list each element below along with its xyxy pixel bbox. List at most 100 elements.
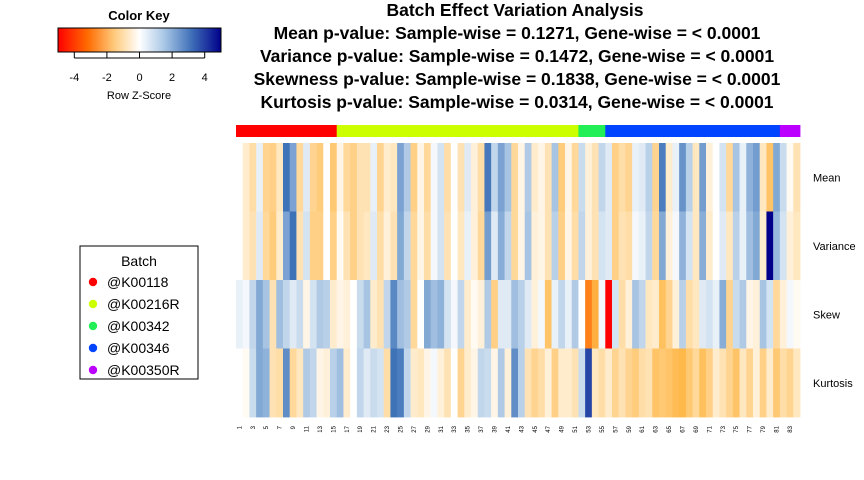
heatmap-cell (518, 211, 526, 281)
heatmap-cell (242, 143, 250, 212)
heatmap-cell (766, 280, 774, 349)
heatmap-cell (753, 143, 761, 212)
heatmap-cell (497, 348, 505, 418)
heatmap-cell (424, 143, 432, 212)
heatmap-cell (638, 211, 646, 281)
heatmap-cell (605, 143, 613, 212)
heatmap-cell (551, 348, 559, 418)
heatmap-cell (659, 211, 667, 281)
heatmap-cell (491, 348, 499, 418)
heatmap-cell (256, 348, 264, 418)
heatmap-cell (236, 211, 244, 281)
heatmap-cell (585, 348, 593, 418)
batch-legend: Batch @K00118 @K00216R @K00342 @K00346 @K003… (79, 245, 199, 380)
heatmap-cell (565, 143, 573, 212)
heatmap-cell (363, 211, 371, 281)
heatmap-cell (256, 280, 264, 349)
heatmap-cell (699, 280, 707, 349)
heatmap-cell (598, 211, 606, 281)
heatmap-cell (679, 348, 687, 418)
heatmap-cell (484, 280, 492, 349)
heatmap-cell (403, 348, 411, 418)
column-label: 53 (587, 425, 593, 432)
heatmap-cell (350, 211, 358, 281)
heatmap-cell (504, 143, 512, 212)
heatmap-cell (410, 280, 418, 349)
heatmap-cell (276, 211, 284, 281)
heatmap-cell (289, 280, 297, 349)
heatmap-cell (262, 348, 270, 418)
batch-legend-items: @K00118 @K00216R @K00342 @K00346 @K00350R (88, 274, 180, 378)
heatmap-cell (330, 348, 338, 418)
color-key: Color Key -4 -2 0 2 4 Row Z-Score (57, 8, 222, 102)
heatmap-cell (471, 280, 479, 349)
column-label: 61 (640, 425, 646, 432)
heatmap-cell (390, 143, 398, 212)
heatmap-cell (578, 348, 586, 418)
heatmap-cell (706, 143, 714, 212)
heatmap-cell (759, 143, 767, 212)
heatmap-cell (632, 143, 640, 212)
heatmap-cell (309, 348, 317, 418)
heatmap-cell (484, 348, 492, 418)
heatmap-cell (464, 211, 472, 281)
heatmap-cell (786, 348, 794, 418)
column-label: 59 (627, 425, 633, 432)
heatmap-cell (289, 211, 297, 281)
column-label: 1 (237, 425, 243, 429)
heatmap-cell (296, 143, 304, 212)
heatmap-cell (544, 280, 552, 349)
heatmap-cell (484, 143, 492, 212)
heatmap-cell (638, 143, 646, 212)
column-label: 3 (251, 425, 257, 429)
heatmap-cell (665, 143, 673, 212)
heatmap-cell (672, 211, 680, 281)
column-label: 47 (546, 425, 552, 432)
heatmap-cell (538, 280, 546, 349)
color-key-tick-label: 2 (169, 72, 175, 84)
heatmap-cell (256, 211, 264, 281)
heatmap-cell (779, 280, 787, 349)
heatmap-cell (544, 211, 552, 281)
heatmap-cell (424, 211, 432, 281)
color-key-label: Row Z-Score (107, 90, 171, 102)
heatmap-cell (712, 143, 720, 212)
heatmap-cell (430, 280, 438, 349)
title-line-variance: Variance p-value: Sample-wise = 0.1472, … (260, 46, 774, 66)
column-label: 9 (291, 425, 297, 429)
heatmap-cell (370, 348, 378, 418)
heatmap-cell (410, 348, 418, 418)
heatmap-cell (303, 143, 311, 212)
heatmap-cell (283, 211, 291, 281)
heatmap-cell (323, 211, 331, 281)
heatmap-cell (706, 348, 714, 418)
heatmap-cell (397, 280, 405, 349)
heatmap-cell (712, 211, 720, 281)
heatmap-cell (370, 211, 378, 281)
heatmap-cell (444, 143, 452, 212)
heatmap-cell (531, 280, 539, 349)
heatmap-cell (739, 280, 747, 349)
heatmap-cell (753, 211, 761, 281)
heatmap-cell (269, 211, 277, 281)
heatmap-cell (403, 280, 411, 349)
heatmap-cell (383, 280, 391, 349)
column-label: 69 (694, 425, 700, 432)
heatmap-cell (618, 348, 626, 418)
heatmap-cell (625, 280, 633, 349)
heatmap-cell (571, 348, 579, 418)
heatmap-cell (430, 348, 438, 418)
heatmap-cell (773, 211, 781, 281)
title-line-main: Batch Effect Variation Analysis (386, 0, 643, 20)
heatmap-cell (397, 211, 405, 281)
heatmap-cell (262, 143, 270, 212)
heatmap-cell (477, 348, 485, 418)
heatmap-cell (793, 348, 801, 418)
heatmap-cell (679, 143, 687, 212)
column-label: 65 (667, 425, 673, 432)
row-label: Kurtosis (813, 378, 853, 390)
heatmap-cell (511, 211, 519, 281)
batch-bar-segment (605, 125, 781, 137)
heatmap-cell (350, 280, 358, 349)
heatmap-cell (511, 280, 519, 349)
